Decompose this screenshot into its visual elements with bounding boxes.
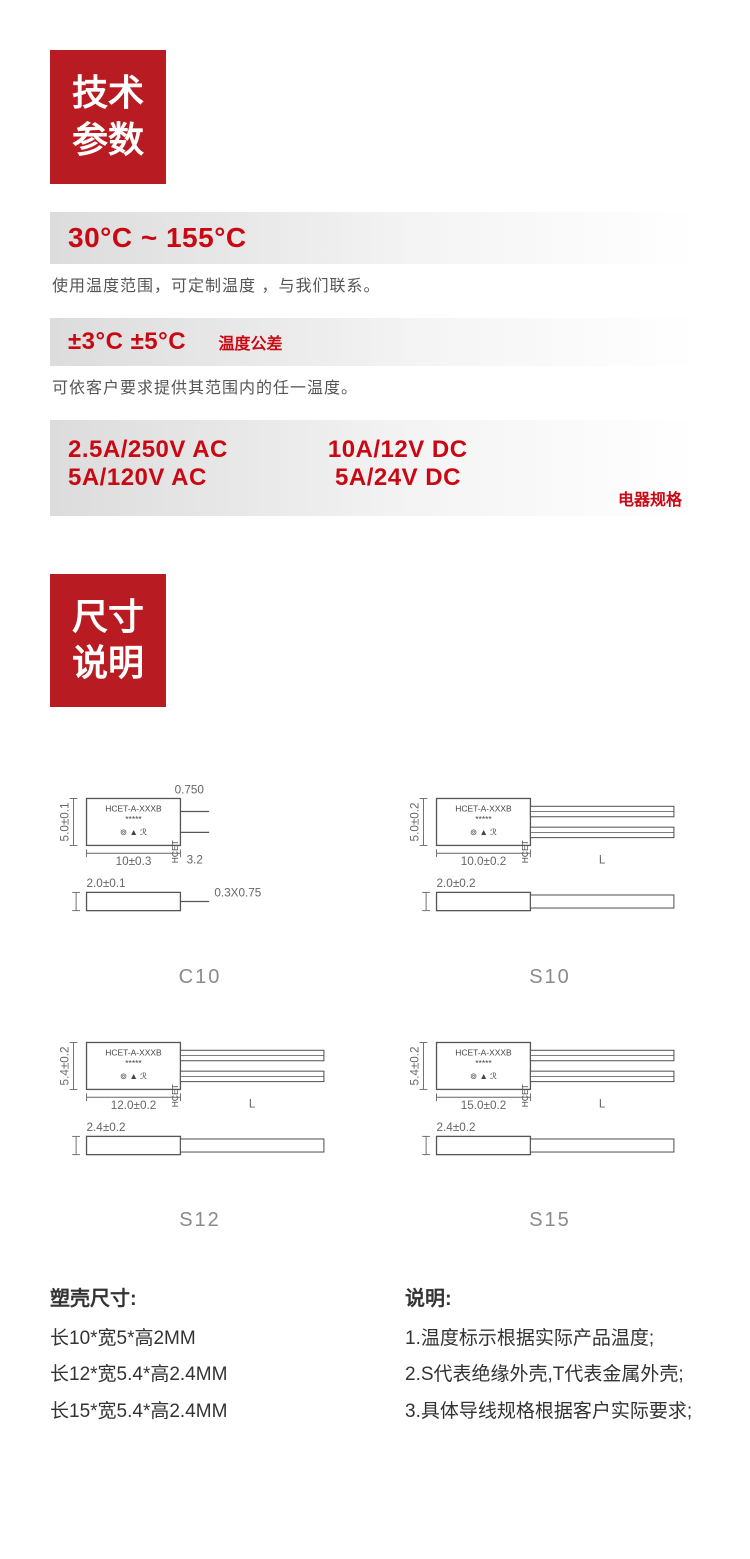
svg-text:3.2: 3.2 [187, 854, 203, 867]
tolerance-value: ±3°C ±5°C [68, 328, 186, 355]
temp-range-desc: 使用温度范围，可定制温度 ，与我们联系。 [52, 272, 700, 296]
svg-text:0.3X0.75: 0.3X0.75 [214, 886, 261, 899]
svg-text:HCET-A-XXXB: HCET-A-XXXB [455, 1047, 512, 1057]
svg-text:12.0±0.2: 12.0±0.2 [111, 1099, 157, 1112]
svg-text:HCET-A-XXXB: HCET-A-XXXB [455, 804, 512, 814]
svg-text:5.4±0.2: 5.4±0.2 [58, 1046, 71, 1085]
rating-dc2: 5A/24V DC [328, 464, 468, 492]
section-header-tech: 技术 参数 [50, 50, 166, 184]
svg-text:HCET: HCET [520, 840, 530, 863]
svg-text:L: L [599, 1097, 606, 1110]
ratings-bar: 2.5A/250V AC 5A/120V AC 10A/12V DC 5A/24… [50, 420, 700, 516]
case-size-line-0: 长10*宽5*高2MM [50, 1321, 345, 1357]
svg-text:HCET: HCET [520, 1084, 530, 1107]
case-size-line-2: 长15*宽5.4*高2.4MM [50, 1394, 345, 1430]
svg-text:2.0±0.1: 2.0±0.1 [87, 877, 126, 890]
diagram-caption-s15: S15 [529, 1209, 571, 1232]
diagram-cell-s15: HCET-A-XXXB ***** ⊚ ▲ ℛ HCET 5.4±0.2 15.… [390, 1019, 710, 1233]
svg-text:2.4±0.2: 2.4±0.2 [87, 1121, 126, 1134]
diagram-caption-c10: C10 [179, 966, 222, 989]
ratings-label: 电器规格 [618, 486, 682, 510]
svg-text:10±0.3: 10±0.3 [116, 855, 152, 868]
diagram-c10: HCET-A-XXXB ***** ⊚ ▲ ℛ HCET 0.750 5.0±0… [50, 775, 350, 958]
section-header-size-text: 尺寸 说明 [72, 594, 144, 688]
diagram-cell-s10: HCET-A-XXXB ***** ⊚ ▲ ℛ HCET 5.0±0.2 10.… [390, 775, 710, 989]
svg-text:2.0±0.2: 2.0±0.2 [437, 877, 476, 890]
svg-text:*****: ***** [475, 814, 492, 824]
section-header-tech-line1: 技术 参数 [72, 70, 144, 164]
diagram-cell-s12: HCET-A-XXXB ***** ⊚ ▲ ℛ HCET 5.4±0.2 12.… [40, 1019, 360, 1233]
diagram-s15: HCET-A-XXXB ***** ⊚ ▲ ℛ HCET 5.4±0.2 15.… [400, 1019, 700, 1202]
svg-text:HCET: HCET [170, 840, 180, 863]
diagram-caption-s12: S12 [179, 1209, 221, 1232]
notes-line-2: 3.具体导线规格根据客户实际要求; [405, 1394, 700, 1430]
diagram-s10: HCET-A-XXXB ***** ⊚ ▲ ℛ HCET 5.0±0.2 10.… [400, 775, 700, 958]
svg-text:5.4±0.2: 5.4±0.2 [408, 1046, 421, 1085]
svg-text:5.0±0.1: 5.0±0.1 [58, 803, 71, 842]
svg-text:⊚ ▲ ℛ: ⊚ ▲ ℛ [120, 827, 147, 837]
diagram-caption-s10: S10 [529, 966, 571, 989]
diagram-cell-c10: HCET-A-XXXB ***** ⊚ ▲ ℛ HCET 0.750 5.0±0… [40, 775, 360, 989]
notes-lines: 1.温度标示根据实际产品温度;2.S代表绝缘外壳,T代表金属外壳;3.具体导线规… [405, 1321, 700, 1429]
temp-range-bar: 30°C ~ 155°C [50, 212, 700, 264]
diagram-s12: HCET-A-XXXB ***** ⊚ ▲ ℛ HCET 5.4±0.2 12.… [50, 1019, 350, 1202]
svg-text:0.750: 0.750 [175, 783, 205, 796]
svg-text:⊚ ▲ ℛ: ⊚ ▲ ℛ [470, 827, 497, 837]
rating-ac1: 2.5A/250V AC [68, 436, 228, 464]
svg-text:2.4±0.2: 2.4±0.2 [437, 1121, 476, 1134]
svg-text:*****: ***** [125, 814, 142, 824]
notes-line-0: 1.温度标示根据实际产品温度; [405, 1321, 700, 1357]
svg-text:⊚ ▲ ℛ: ⊚ ▲ ℛ [470, 1071, 497, 1081]
case-size-heading: 塑壳尺寸: [50, 1282, 345, 1311]
tolerance-label: 温度公差 [219, 336, 283, 353]
bottom-columns: 塑壳尺寸: 长10*宽5*高2MM长12*宽5.4*高2.4MM长15*宽5.4… [50, 1282, 700, 1429]
section-header-size: 尺寸 说明 [50, 574, 166, 708]
case-size-lines: 长10*宽5*高2MM长12*宽5.4*高2.4MM长15*宽5.4*高2.4M… [50, 1321, 345, 1429]
case-size-column: 塑壳尺寸: 长10*宽5*高2MM长12*宽5.4*高2.4MM长15*宽5.4… [50, 1282, 345, 1429]
svg-text:L: L [599, 854, 606, 867]
diagram-grid: HCET-A-XXXB ***** ⊚ ▲ ℛ HCET 0.750 5.0±0… [40, 775, 710, 1232]
svg-text:*****: ***** [475, 1058, 492, 1068]
svg-text:HCET: HCET [170, 1084, 180, 1107]
tolerance-bar: ±3°C ±5°C 温度公差 [50, 318, 700, 366]
svg-text:L: L [249, 1097, 256, 1110]
notes-column: 说明: 1.温度标示根据实际产品温度;2.S代表绝缘外壳,T代表金属外壳;3.具… [405, 1282, 700, 1429]
notes-heading: 说明: [405, 1282, 700, 1311]
temp-range-value: 30°C ~ 155°C [68, 222, 247, 253]
rating-ac2: 5A/120V AC [68, 464, 228, 492]
svg-text:10.0±0.2: 10.0±0.2 [461, 855, 507, 868]
svg-text:*****: ***** [125, 1058, 142, 1068]
notes-line-1: 2.S代表绝缘外壳,T代表金属外壳; [405, 1357, 700, 1393]
rating-dc1: 10A/12V DC [328, 436, 468, 464]
svg-text:15.0±0.2: 15.0±0.2 [461, 1099, 507, 1112]
svg-text:5.0±0.2: 5.0±0.2 [408, 803, 421, 842]
case-size-line-1: 长12*宽5.4*高2.4MM [50, 1357, 345, 1393]
svg-text:⊚ ▲ ℛ: ⊚ ▲ ℛ [120, 1071, 147, 1081]
svg-text:HCET-A-XXXB: HCET-A-XXXB [105, 1047, 162, 1057]
svg-text:HCET-A-XXXB: HCET-A-XXXB [105, 804, 162, 814]
tolerance-desc: 可依客户要求提供其范围内的任一温度。 [52, 374, 700, 398]
